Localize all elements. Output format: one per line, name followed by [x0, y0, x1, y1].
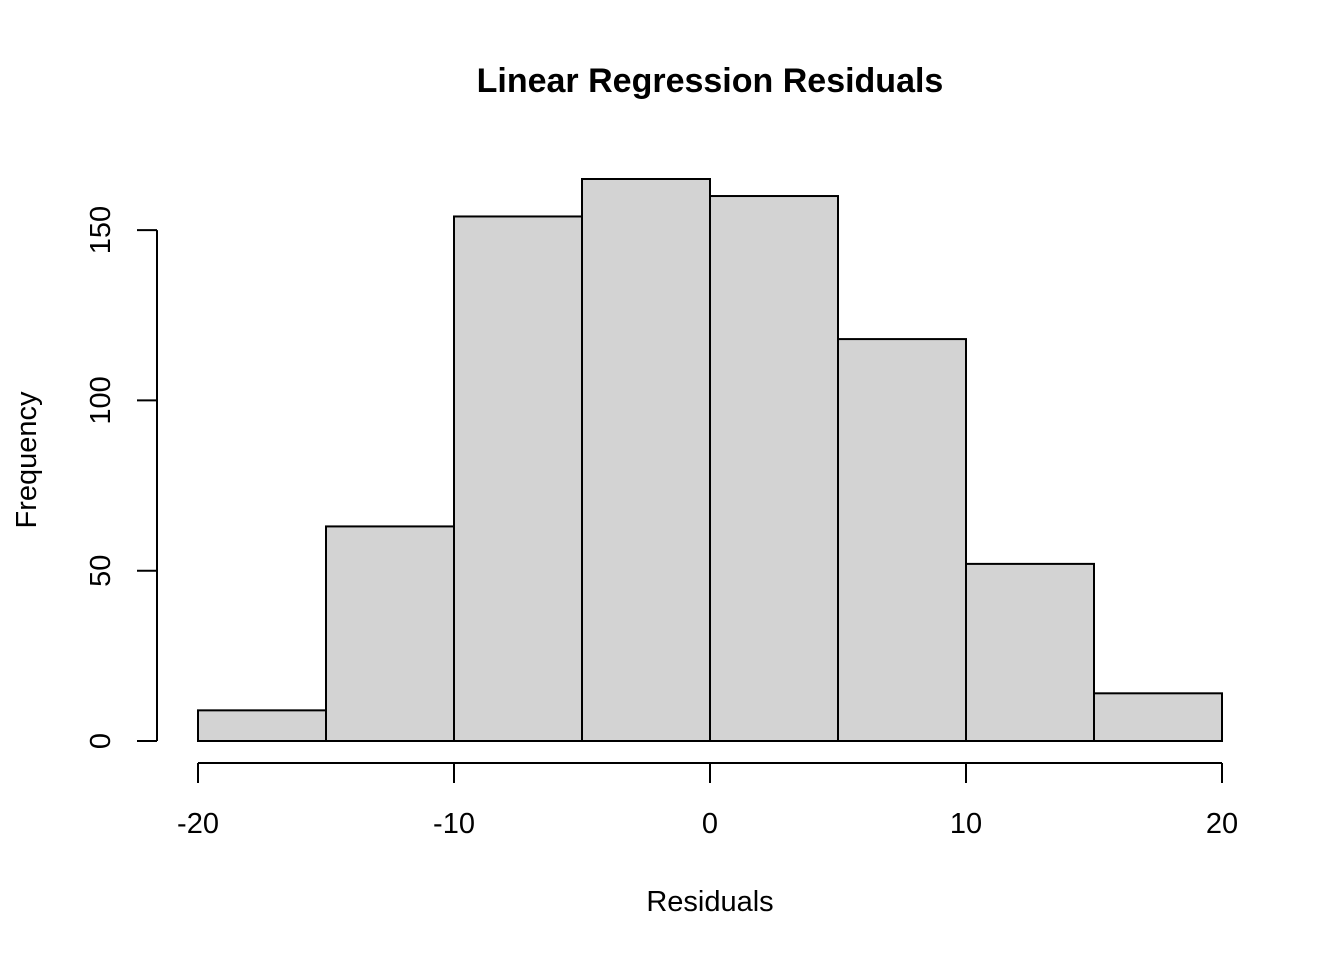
- histogram-bar-2: [453, 215, 583, 742]
- y-tick-label-3: 150: [85, 206, 117, 254]
- chart-title: Linear Regression Residuals: [477, 62, 944, 100]
- y-tick-label-0: 0: [85, 733, 117, 749]
- histogram-bar-3: [581, 178, 711, 742]
- x-tick-label-1: -10: [433, 808, 475, 840]
- x-axis: -20 -10 0 10 20: [177, 762, 1238, 840]
- histogram-bar-4: [709, 195, 839, 743]
- x-tick-label-4: 20: [1206, 808, 1238, 840]
- y-tick-label-2: 100: [85, 376, 117, 424]
- histogram-bar-6: [965, 562, 1095, 742]
- x-tick-label-3: 10: [950, 808, 982, 840]
- x-axis-label: Residuals: [646, 886, 773, 918]
- histogram-bar-1: [325, 525, 455, 742]
- y-tick-label-1: 50: [85, 555, 117, 587]
- y-axis: 0 50 100 150: [85, 206, 158, 749]
- x-tick-label-0: -20: [177, 808, 219, 840]
- histogram-bar-7: [1093, 692, 1223, 742]
- histogram-bar-0: [197, 709, 327, 743]
- histogram-bar-5: [837, 338, 967, 742]
- y-axis-label: Frequency: [11, 391, 43, 529]
- x-tick-label-2: 0: [702, 808, 718, 840]
- bars-group: [197, 178, 1223, 743]
